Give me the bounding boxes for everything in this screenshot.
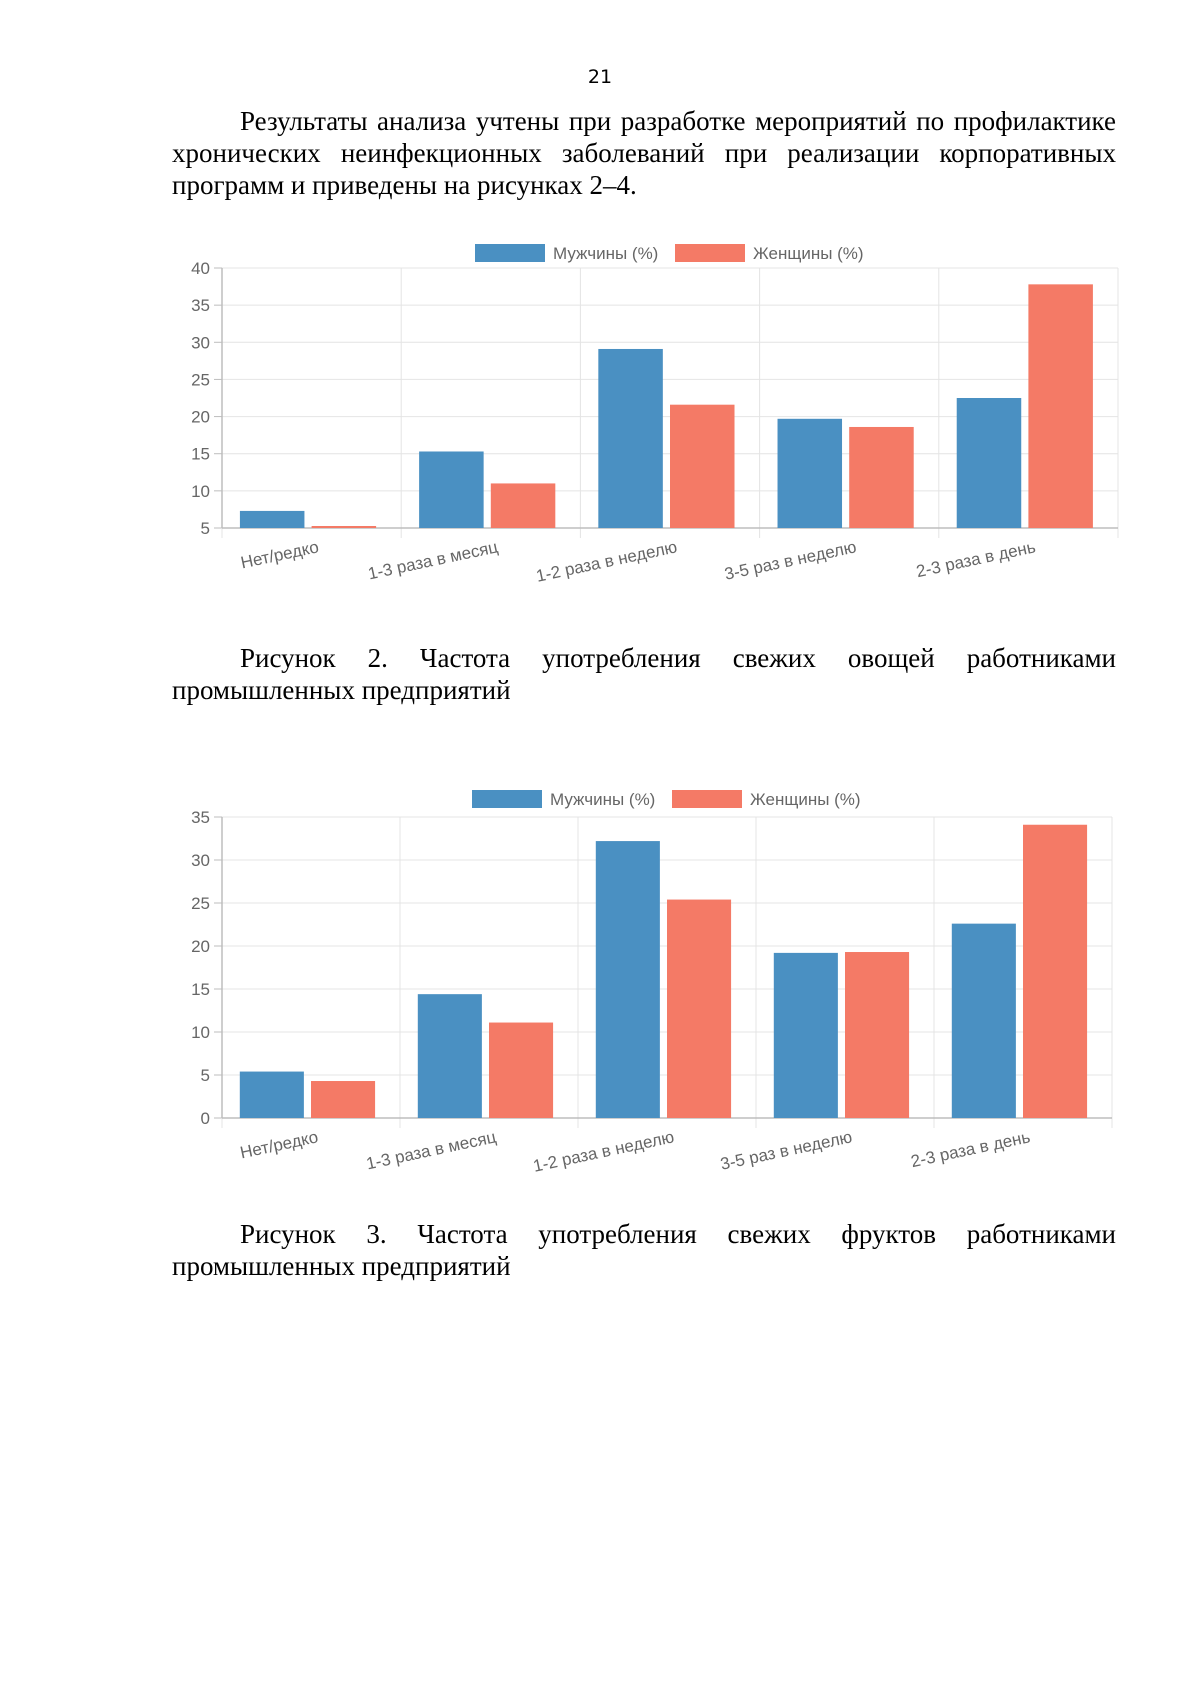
legend-swatch-men (472, 790, 542, 808)
x-tick-label: 1-2 раза в неделю (531, 1127, 676, 1176)
bar-men-1 (419, 451, 484, 528)
y-tick-label: 15 (191, 980, 210, 999)
y-tick-label: 15 (191, 445, 210, 464)
bar-men-0 (239, 510, 305, 528)
y-tick-label: 40 (191, 259, 210, 278)
y-tick-label: 30 (191, 851, 210, 870)
y-tick-label: 25 (191, 894, 210, 913)
y-tick-label: 35 (191, 808, 210, 827)
bar-women-0 (311, 526, 377, 528)
x-tick-label: 1-3 раза в месяц (364, 1127, 498, 1173)
y-tick-label: 30 (191, 333, 210, 352)
legend-label-women: Женщины (%) (753, 244, 864, 263)
legend-swatch-men (475, 244, 545, 262)
chart-legend: Мужчины (%) Женщины (%) (475, 244, 864, 263)
bar-men-3 (777, 418, 843, 528)
figure-2-caption: Рисунок 2. Частота употребления свежих о… (172, 643, 1116, 705)
y-tick-label: 10 (191, 1023, 210, 1042)
x-tick-label: Нет/редко (239, 537, 320, 572)
bar-women-1 (490, 483, 556, 528)
bar-men-3 (773, 952, 838, 1118)
legend-swatch-women (672, 790, 742, 808)
figure-3-caption: Рисунок 3. Частота употребления свежих ф… (172, 1219, 1116, 1281)
chart-legend: Мужчины (%) Женщины (%) (472, 790, 861, 809)
x-tick-label: 2-3 раза в день (915, 537, 1038, 581)
bar-women-3 (845, 952, 910, 1118)
y-tick-label: 20 (191, 937, 210, 956)
bar-women-0 (311, 1081, 376, 1118)
chart-fruits: Мужчины (%) Женщины (%) 0 5 10 15 20 25 30 35 Нет/… (150, 780, 1130, 1200)
x-tick-label: Нет/редко (238, 1127, 319, 1162)
bar-women-4 (1023, 824, 1088, 1118)
legend-label-men: Мужчины (%) (553, 244, 658, 263)
bar-men-1 (417, 994, 482, 1118)
page-number: 21 (587, 66, 613, 88)
x-tick-label: 3-5 раз в неделю (719, 1127, 854, 1174)
chart-vegetables: Мужчины (%) Женщины (%) 5 10 15 20 25 30 35 40 Нет… (150, 240, 1130, 620)
chart-vegetables-svg: Мужчины (%) Женщины (%) 5 10 15 20 25 30 35 40 Нет… (191, 244, 1119, 586)
bar-women-4 (1028, 284, 1093, 528)
legend-label-men: Мужчины (%) (550, 790, 655, 809)
y-tick-label: 25 (191, 370, 210, 389)
y-tick-label: 0 (201, 1109, 210, 1128)
bar-men-2 (598, 348, 663, 528)
intro-paragraph: Результаты анализа учтены при разработке… (172, 106, 1116, 200)
bar-men-2 (595, 841, 660, 1118)
x-tick-label: 1-3 раза в месяц (366, 537, 500, 583)
legend-label-women: Женщины (%) (750, 790, 861, 809)
bar-men-4 (956, 398, 1022, 528)
y-tick-label: 5 (201, 1066, 210, 1085)
y-tick-label: 35 (191, 296, 210, 315)
bar-men-4 (951, 923, 1016, 1118)
bar-women-2 (670, 404, 735, 528)
bar-women-1 (489, 1022, 554, 1118)
y-tick-label: 5 (201, 519, 210, 538)
x-tick-label: 1-2 раза в неделю (534, 537, 679, 586)
legend-swatch-women (675, 244, 745, 262)
x-tick-label: 2-3 раза в день (909, 1127, 1032, 1171)
x-tick-label: 3-5 раз в неделю (723, 537, 858, 584)
y-tick-label: 10 (191, 482, 210, 501)
bar-men-0 (239, 1071, 304, 1118)
bar-women-3 (849, 426, 914, 528)
bar-women-2 (667, 899, 732, 1118)
y-tick-label: 20 (191, 408, 210, 427)
chart-fruits-svg: Мужчины (%) Женщины (%) 0 5 10 15 20 25 30 35 Нет/… (191, 790, 1113, 1176)
